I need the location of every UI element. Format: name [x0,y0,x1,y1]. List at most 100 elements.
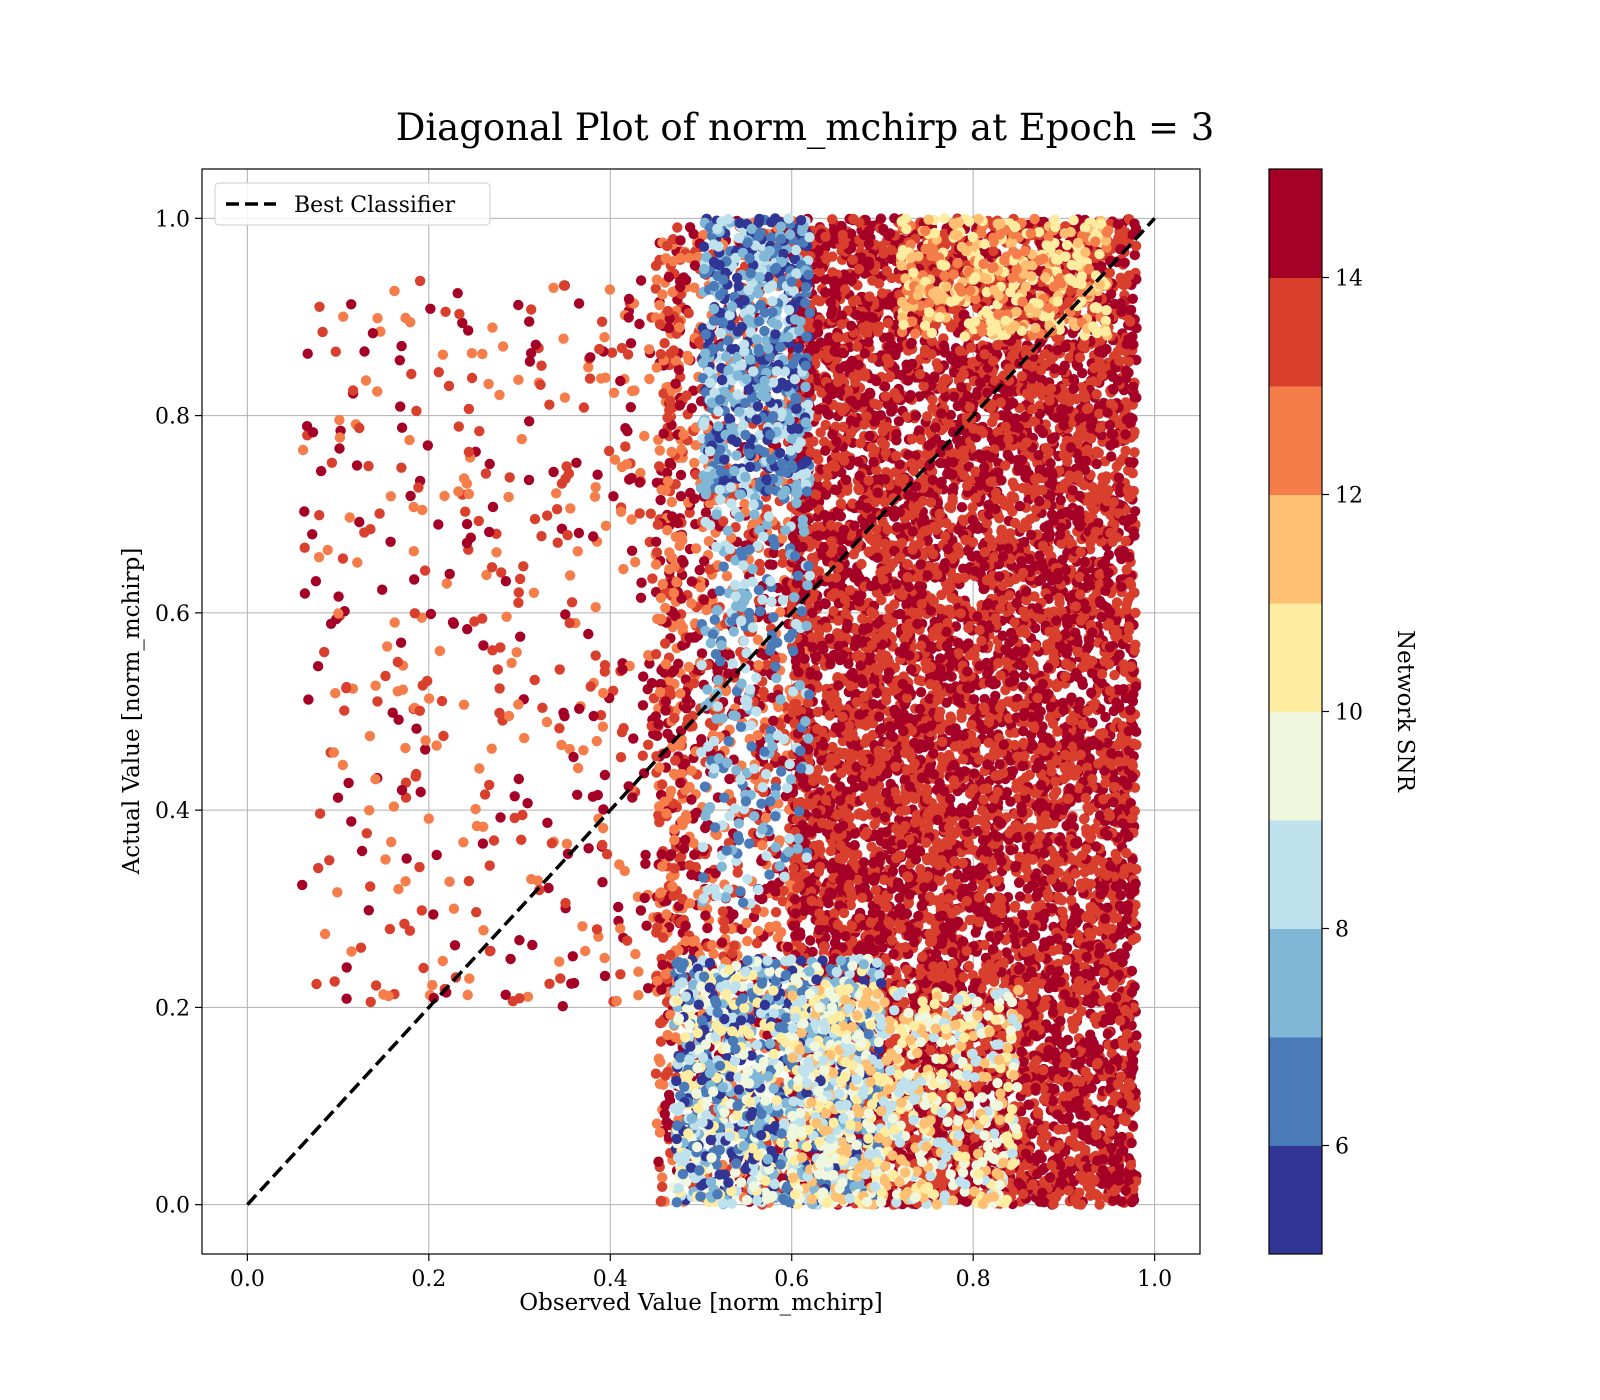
scatter-point [558,333,569,344]
scatter-point [591,735,602,747]
scatter-point [686,576,697,587]
scatter-point [674,322,685,333]
scatter-point [578,745,589,756]
scatter-point [654,762,665,773]
scatter-point [673,945,684,956]
scatter-point [678,843,690,854]
scatter-point [529,674,540,686]
scatter-point [668,587,680,599]
scatter-point [637,750,648,761]
scatter-point [675,235,686,246]
scatter-point [417,680,428,691]
scatter-point [675,469,687,481]
scatter-point [322,544,333,556]
scatter-point [453,421,464,432]
scatter-point [680,920,691,931]
scatter-point [396,340,407,352]
scatter-point [679,834,691,846]
scatter-point [443,380,455,392]
scatter-point [361,828,372,839]
scatter-point [663,1089,675,1101]
scatter-point [644,373,655,385]
scatter-point [618,723,629,734]
scatter-point [684,632,695,643]
scatter-point [634,477,645,488]
scatter-point [509,791,520,802]
scatter-point [597,877,608,888]
scatter-point [805,935,816,946]
scatter-point [574,703,585,714]
scatter-point [688,228,699,240]
scatter-point [514,935,525,946]
scatter-point [662,525,673,536]
scatter-point [409,608,420,619]
scatter-point [562,530,573,541]
scatter-point [387,707,398,718]
scatter-point [385,536,396,547]
scatter-point [666,552,678,563]
scatter-point [377,584,388,595]
scatter-point [344,512,355,523]
scatter-point [394,355,405,366]
scatter-point [764,559,775,570]
scatter-point [303,694,314,705]
scatter-point [686,794,697,805]
scatter-point [457,317,468,329]
scatter-point [557,1001,568,1012]
scatter-point [662,476,674,487]
scatter-point [650,559,662,570]
scatter-point [640,849,651,861]
scatter-point [660,969,671,980]
scatter-point [594,343,605,355]
scatter-point [672,517,683,529]
scatter-point [463,488,475,500]
scatter-point [431,740,442,751]
scatter-point [537,702,548,713]
scatter-point [585,352,596,363]
scatter-point [589,491,601,502]
scatter-point [454,308,465,320]
scatter-point [665,785,677,796]
scatter-point [466,348,478,359]
scatter-point [415,786,426,798]
scatter-point [663,322,675,334]
scatter-point [585,681,596,692]
scatter-point [655,1017,666,1029]
scatter-point [401,853,412,864]
scatter-point [682,350,693,361]
scatter-point [590,650,601,661]
scatter-point [619,865,630,877]
scatter-point [319,928,331,940]
scatter-point [667,881,678,892]
scatter-point [623,781,634,792]
scatter-point [363,460,374,472]
scatter-point [611,995,622,1007]
scatter-point [597,721,609,732]
scatter-point [654,445,665,456]
scatter-point [564,743,575,755]
scatter-point [453,486,464,497]
scatter-point [524,356,536,367]
scatter-point [548,282,559,293]
scatter-point [600,520,612,531]
scatter-point [580,945,591,957]
scatter-point [524,416,535,427]
scatter-point [464,973,475,984]
scatter-point [503,491,514,503]
scatter-point [615,923,626,934]
scatter-point [591,924,603,935]
scatter-point [463,325,474,336]
scatter-point [352,557,363,568]
scatter-point [374,508,385,519]
scatter-point [561,461,572,472]
scatter-point [347,385,359,396]
scatter-point [488,835,500,846]
scatter-point [590,482,601,493]
scatter-point [635,905,647,916]
scatter-point [431,849,442,861]
scatter-point [514,573,526,585]
scatter-point [643,650,654,661]
scatter-point [689,457,700,469]
scatter-point [444,568,455,580]
scatter-point [501,611,512,622]
